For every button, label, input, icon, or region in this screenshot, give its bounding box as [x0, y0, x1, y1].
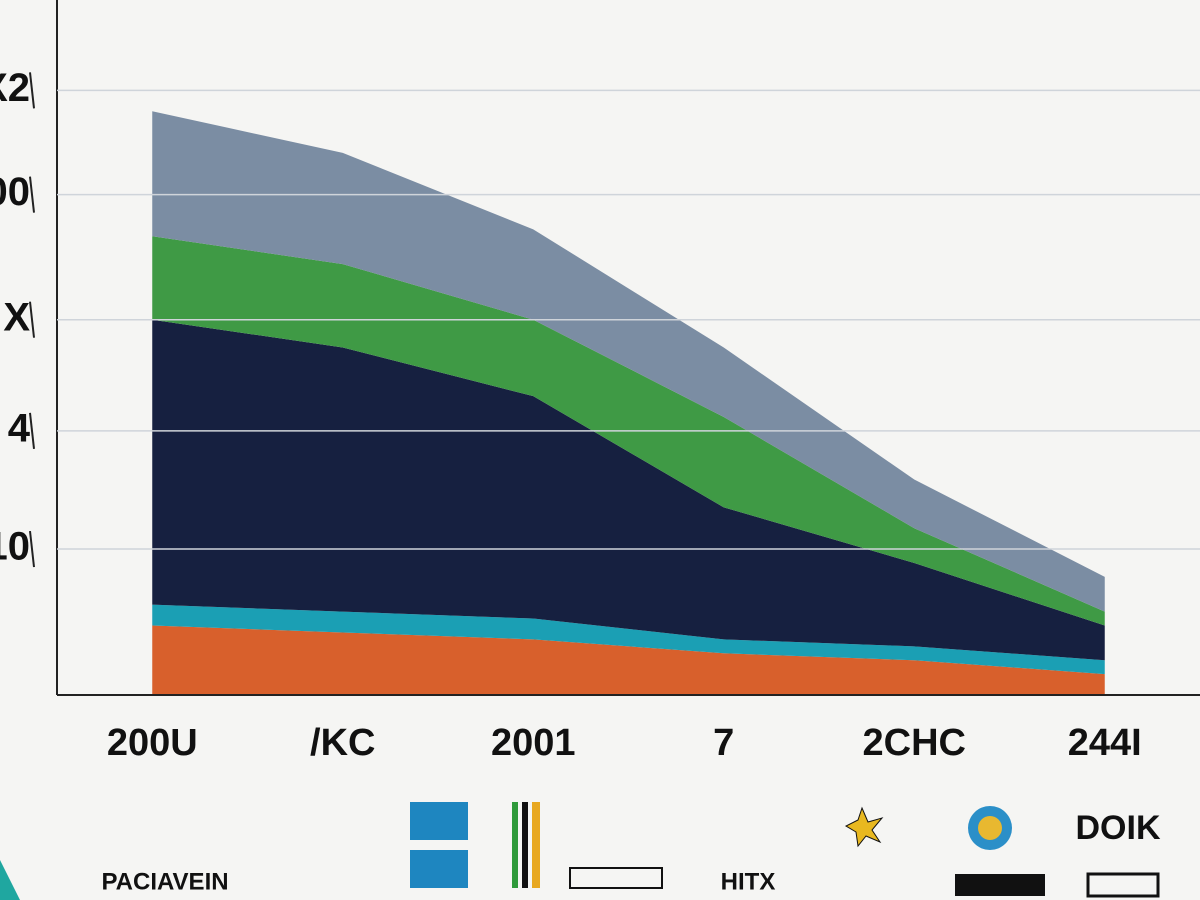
area [152, 625, 1105, 695]
legend-icon [978, 816, 1002, 840]
legend-text: DOIK [1076, 809, 1161, 847]
y-tick-label: X2 [0, 66, 30, 110]
tick-mark [29, 412, 35, 450]
legend-icon [532, 802, 540, 888]
plot-area [152, 111, 1105, 695]
legend-icon [569, 867, 663, 889]
area [152, 319, 1105, 661]
x-tick-label: 2001 [491, 722, 576, 764]
legend-icon [512, 802, 518, 888]
tick-mark [29, 301, 35, 338]
y-tick-label: 00 [0, 170, 30, 214]
x-tick-label: 200U [107, 722, 198, 764]
legend-text: HITX [721, 868, 776, 895]
area [152, 111, 1105, 612]
tick-mark [29, 530, 35, 568]
legend-icon [955, 874, 1045, 896]
y-tick-label: 10 [0, 525, 30, 569]
x-tick-label: 2CHC [863, 722, 966, 764]
tick-mark [29, 176, 35, 213]
legend-logos [0, 802, 1160, 900]
y-tick-label: 4 [8, 406, 31, 450]
x-tick-label: 244I [1068, 722, 1142, 764]
legend-icon [410, 850, 468, 888]
legend-icon [410, 802, 468, 840]
area [152, 604, 1105, 675]
x-tick-label: /KC [310, 722, 375, 764]
legend-icon [844, 806, 884, 848]
tick-mark [29, 72, 35, 109]
x-tick-label: 7 [713, 722, 734, 764]
y-tick-label: X [3, 295, 30, 339]
legend-text: PACIAVEIN [101, 868, 228, 895]
legend-icon [522, 802, 528, 888]
legend-icon [0, 860, 20, 900]
legend-icon [1086, 872, 1160, 898]
